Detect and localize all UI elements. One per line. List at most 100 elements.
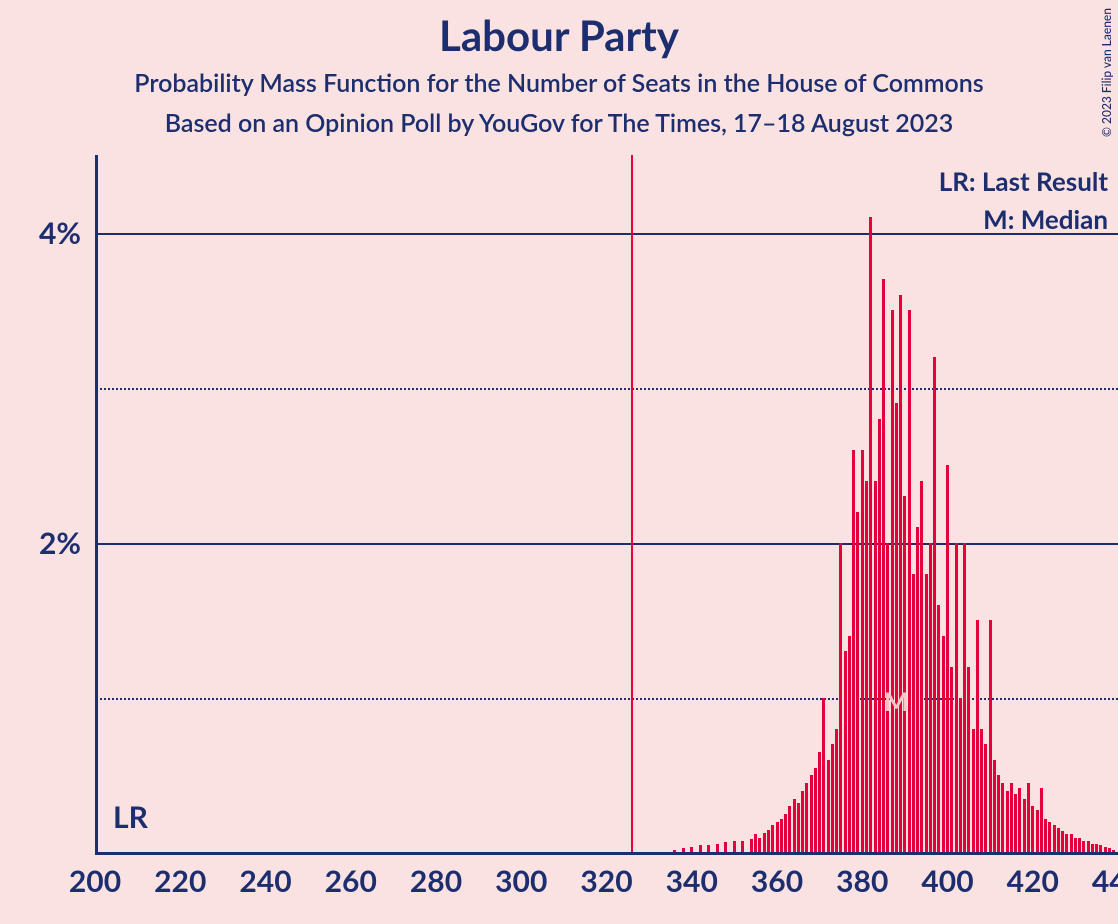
x-tick-label: 360 <box>751 863 803 899</box>
pmf-bar <box>1078 838 1081 854</box>
x-axis <box>95 852 1118 855</box>
pmf-bar <box>801 791 804 853</box>
last-result-line <box>631 155 633 853</box>
pmf-bar <box>763 833 766 853</box>
pmf-bar <box>1014 794 1017 853</box>
pmf-bar <box>1023 799 1026 853</box>
pmf-bar <box>972 729 975 853</box>
pmf-bar <box>908 310 911 853</box>
pmf-bar <box>937 605 940 853</box>
pmf-bar <box>916 527 919 853</box>
x-tick-label: 400 <box>921 863 973 899</box>
pmf-bar <box>839 543 842 853</box>
pmf-bar <box>810 775 813 853</box>
pmf-bar <box>1036 810 1039 853</box>
pmf-bar <box>997 775 1000 853</box>
pmf-bar <box>1018 788 1021 853</box>
pmf-bar <box>874 481 877 853</box>
pmf-bar <box>754 834 757 853</box>
pmf-bar <box>1044 819 1047 853</box>
pmf-bar <box>776 822 779 853</box>
pmf-bar <box>767 830 770 853</box>
pmf-bar <box>1006 791 1009 853</box>
chart-subtitle-1: Probability Mass Function for the Number… <box>0 68 1118 98</box>
pmf-bar <box>1040 788 1043 853</box>
pmf-bar <box>1001 783 1004 853</box>
last-result-label: LR <box>113 799 148 835</box>
pmf-bar <box>771 825 774 853</box>
x-tick-label: 340 <box>666 863 718 899</box>
pmf-bar <box>993 760 996 853</box>
pmf-bar <box>989 620 992 853</box>
pmf-bar <box>950 667 953 853</box>
plot-area: LR: Last Result M: Median 2%4%2002202402… <box>95 155 1118 853</box>
x-tick-label: 300 <box>495 863 547 899</box>
pmf-bar <box>1065 834 1068 853</box>
x-tick-label: 280 <box>410 863 462 899</box>
pmf-bar <box>878 419 881 853</box>
pmf-bar <box>1031 806 1034 853</box>
pmf-bar <box>925 574 928 853</box>
pmf-bar <box>1074 838 1077 854</box>
pmf-bar <box>848 636 851 853</box>
pmf-bar <box>933 357 936 853</box>
x-tick-label: 200 <box>69 863 121 899</box>
pmf-bar <box>920 481 923 853</box>
pmf-bar <box>805 783 808 853</box>
pmf-bar <box>980 729 983 853</box>
x-tick-label: 380 <box>836 863 888 899</box>
pmf-bar <box>955 543 958 853</box>
legend-last-result: LR: Last Result <box>939 165 1108 197</box>
pmf-bar <box>814 768 817 853</box>
x-tick-label: 440 <box>1092 863 1118 899</box>
pmf-bar <box>891 310 894 853</box>
pmf-bar <box>912 574 915 853</box>
pmf-bar <box>865 481 868 853</box>
x-tick-label: 220 <box>154 863 206 899</box>
pmf-bar <box>903 496 906 853</box>
pmf-bar <box>882 279 885 853</box>
pmf-bar <box>899 295 902 853</box>
pmf-bar <box>1010 783 1013 853</box>
pmf-bar <box>895 403 898 853</box>
pmf-bar <box>861 450 864 853</box>
x-tick-label: 240 <box>239 863 291 899</box>
pmf-bar <box>784 814 787 853</box>
chart-canvas: © 2023 Filip van Laenen Labour Party Pro… <box>0 0 1118 924</box>
pmf-bar <box>869 217 872 853</box>
pmf-bar <box>1053 825 1056 853</box>
pmf-bar <box>1048 822 1051 853</box>
pmf-bar <box>822 698 825 853</box>
pmf-bar <box>835 729 838 853</box>
chart-subtitle-2: Based on an Opinion Poll by YouGov for T… <box>0 108 1118 138</box>
median-label: M <box>884 685 909 717</box>
pmf-bar <box>827 760 830 853</box>
pmf-bar <box>1070 834 1073 853</box>
pmf-bar <box>797 803 800 853</box>
pmf-bar <box>788 806 791 853</box>
pmf-bar <box>818 752 821 853</box>
y-tick-label: 4% <box>39 215 81 251</box>
pmf-bar <box>946 465 949 853</box>
pmf-bar <box>750 839 753 853</box>
y-tick-label: 2% <box>39 525 81 561</box>
pmf-bar <box>831 744 834 853</box>
x-tick-label: 420 <box>1007 863 1059 899</box>
pmf-bar <box>1061 831 1064 853</box>
x-tick-label: 260 <box>325 863 377 899</box>
gridline-major <box>95 233 1118 235</box>
pmf-bar <box>959 698 962 853</box>
pmf-bar <box>793 799 796 853</box>
pmf-bar <box>1027 783 1030 853</box>
pmf-bar <box>844 651 847 853</box>
pmf-bar <box>780 819 783 853</box>
pmf-bar <box>963 543 966 853</box>
pmf-bar <box>984 744 987 853</box>
pmf-bar <box>967 667 970 853</box>
gridline-minor <box>95 388 1118 390</box>
chart-title: Labour Party <box>0 10 1118 60</box>
pmf-bar <box>976 620 979 853</box>
pmf-bar <box>758 838 761 854</box>
y-axis <box>95 155 98 853</box>
x-tick-label: 320 <box>580 863 632 899</box>
